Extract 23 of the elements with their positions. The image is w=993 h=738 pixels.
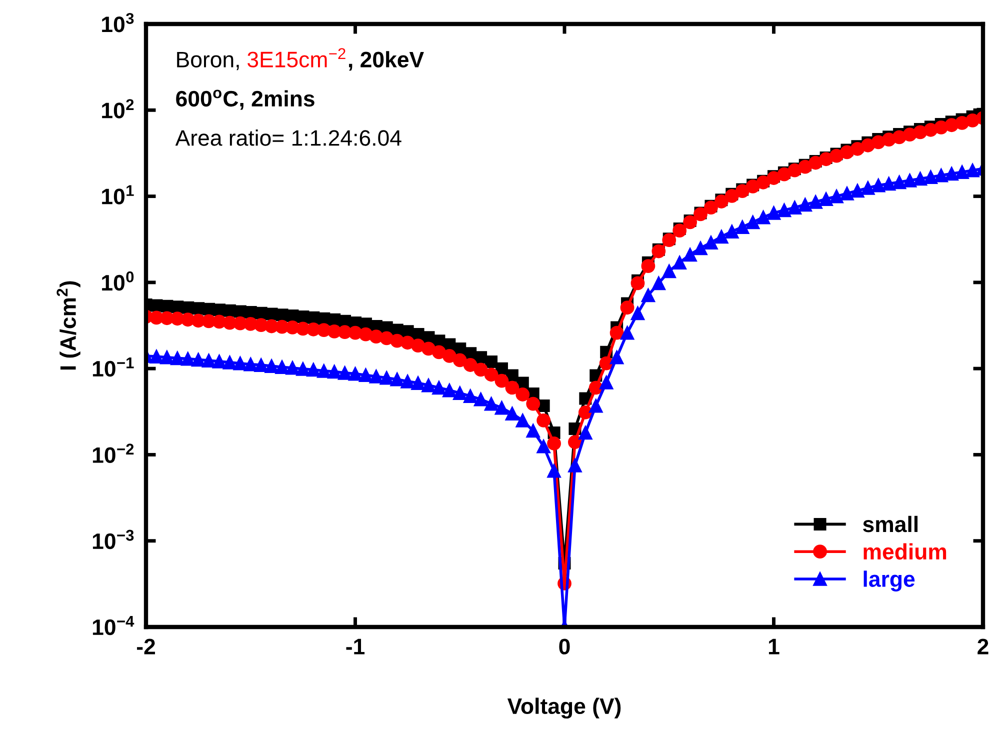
annotation: 600$^{o}$C, 2mins — [176, 90, 314, 110]
annotation: Boron, — [177, 52, 239, 70]
x-tick-label: 0 — [559, 638, 570, 654]
y-tick-label: 10$^{3}$ — [102, 12, 134, 32]
x-tick-label: -2 — [136, 638, 155, 654]
x-tick-label: 1 — [768, 638, 780, 654]
legend-label: large — [864, 570, 915, 592]
annotation: Area ratio= 1:1.24:6.04 — [175, 130, 402, 146]
y-axis-title: I (A/cm$^{2}$) — [56, 281, 80, 370]
y-tick-label: 10$^{1}$ — [102, 185, 134, 204]
y-tick-label: 10$^{−2}$ — [92, 444, 134, 463]
annotation: , 20keV — [348, 51, 424, 71]
annotation: 3E15cm$^{−2}$ — [248, 48, 346, 68]
y-tick-label: 10$^{−1}$ — [92, 358, 134, 377]
y-tick-label: 10$^{−3}$ — [92, 530, 134, 550]
x-axis-title: Voltage (V) — [507, 698, 621, 719]
y-tick-label: 10$^{0}$ — [102, 271, 134, 291]
y-tick-label: 10$^{2}$ — [102, 99, 134, 118]
legend-label: small — [863, 516, 918, 532]
x-tick-label: 2 — [978, 638, 988, 654]
x-tick-label: -1 — [346, 638, 365, 654]
legend-label: medium — [864, 543, 946, 560]
y-tick-label: 10$^{−4}$ — [92, 616, 134, 636]
